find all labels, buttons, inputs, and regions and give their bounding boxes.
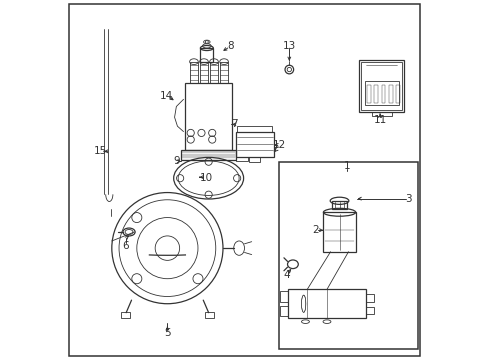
Bar (181, 149, 236, 159)
Text: 5: 5 (164, 328, 170, 338)
Text: 3: 3 (405, 194, 411, 204)
Bar (366, 85, 370, 103)
Bar (249, 157, 260, 162)
Text: 4: 4 (283, 270, 289, 280)
Text: 2: 2 (311, 225, 318, 235)
Bar (287, 289, 366, 318)
Ellipse shape (203, 40, 210, 44)
Text: 9: 9 (173, 156, 179, 166)
Text: 11: 11 (373, 115, 386, 125)
Text: 10: 10 (200, 173, 213, 183)
Bar (189, 62, 198, 83)
Bar (209, 62, 218, 83)
Bar (371, 112, 391, 116)
Text: 15: 15 (94, 146, 107, 156)
Bar (381, 85, 385, 103)
Bar (237, 126, 272, 132)
Text: 13: 13 (282, 41, 295, 50)
Bar (219, 62, 228, 83)
Bar (235, 157, 247, 161)
Text: 6: 6 (122, 241, 128, 251)
Bar (364, 81, 398, 105)
Bar (388, 85, 392, 103)
Bar (395, 85, 399, 103)
Bar (200, 48, 213, 62)
Bar (280, 291, 287, 302)
Bar (323, 212, 355, 252)
Text: 8: 8 (226, 41, 233, 51)
Bar (121, 312, 129, 318)
Circle shape (205, 41, 208, 43)
Bar (331, 201, 346, 209)
Text: 12: 12 (272, 140, 285, 150)
Bar (366, 307, 373, 315)
Bar (235, 132, 274, 157)
Text: 1: 1 (343, 161, 349, 171)
Bar (199, 62, 208, 83)
Bar (280, 306, 287, 316)
Text: 7: 7 (231, 120, 237, 129)
Bar (360, 62, 402, 110)
Bar (278, 162, 418, 348)
Bar (204, 312, 214, 318)
Bar (359, 60, 403, 112)
Bar (374, 85, 377, 103)
Text: 14: 14 (160, 91, 173, 101)
Bar (366, 294, 373, 302)
Bar (185, 83, 231, 149)
